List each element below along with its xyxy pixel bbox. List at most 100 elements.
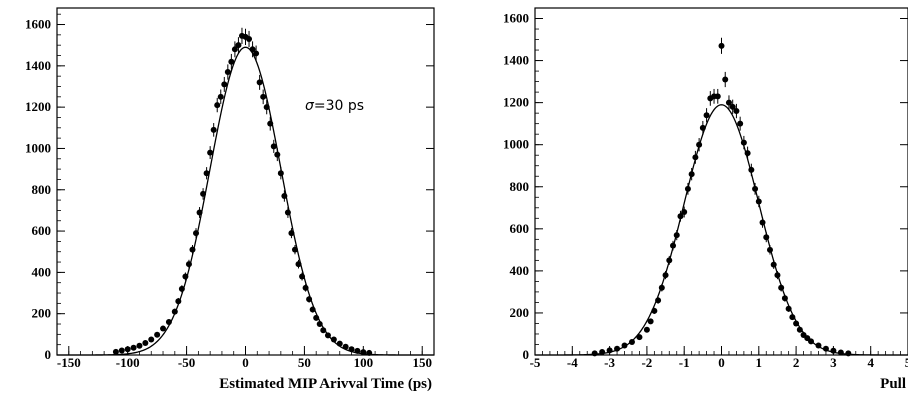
data-point: [781, 295, 788, 302]
data-point: [822, 345, 829, 352]
data-point: [193, 230, 200, 237]
y-tick-label: 1200: [25, 99, 51, 114]
y-tick-label: 800: [510, 179, 530, 194]
data-point: [748, 166, 755, 173]
data-point: [291, 246, 298, 253]
data-point: [112, 348, 119, 355]
x-tick-label: 100: [354, 355, 374, 370]
data-point: [696, 141, 703, 148]
data-point: [342, 343, 349, 350]
x-tick-label: 5: [905, 355, 908, 370]
data-point: [599, 349, 606, 356]
data-point: [740, 139, 747, 146]
x-tick-label: 50: [298, 355, 311, 370]
x-tick-label: -3: [604, 355, 615, 370]
right-panel: 0 200 400 600 800 1000 1200 1400 1600 -5 -4 -3 -2 -1 0…: [503, 7, 908, 392]
x-tick-label: 1: [756, 355, 763, 370]
data-point: [288, 230, 295, 237]
data-point: [670, 242, 677, 249]
data-point: [808, 338, 815, 345]
data-point: [677, 213, 684, 220]
data-point: [703, 112, 710, 119]
data-point: [658, 284, 665, 291]
x-tick-label: -50: [178, 355, 195, 370]
x-tick-label: -5: [530, 355, 541, 370]
data-point: [203, 170, 210, 177]
data-point: [324, 332, 331, 339]
sigma-symbol: σ: [305, 98, 315, 114]
data-point: [302, 284, 309, 291]
data-point: [770, 261, 777, 268]
data-point: [796, 326, 803, 333]
x-tick-label: 150: [412, 355, 432, 370]
data-point: [774, 272, 781, 279]
data-point: [274, 151, 281, 158]
x-tick-label: -150: [57, 355, 81, 370]
y-tick-label: 0: [523, 347, 530, 362]
data-point: [309, 306, 316, 313]
y-tick-label: 0: [45, 347, 52, 362]
data-point: [224, 69, 231, 76]
data-point: [160, 325, 167, 332]
data-point: [207, 149, 214, 156]
y-tick-label: 600: [32, 223, 52, 238]
data-point: [699, 124, 706, 131]
y-tick-label: 200: [510, 305, 530, 320]
data-point: [789, 314, 796, 321]
data-point: [267, 120, 274, 127]
data-point: [130, 344, 137, 351]
data-point: [306, 296, 313, 303]
data-point: [171, 308, 178, 315]
data-point: [606, 347, 613, 354]
data-point: [360, 349, 367, 356]
data-point: [673, 232, 680, 239]
data-point: [228, 58, 235, 65]
data-point: [737, 120, 744, 127]
sigma-value: =30 ps: [314, 98, 364, 114]
data-point: [246, 35, 253, 42]
data-point: [235, 42, 242, 49]
y-tick-label: 1000: [503, 137, 529, 152]
y-tick-label: 1400: [25, 58, 51, 73]
data-point: [778, 284, 785, 291]
x-tick-label: 0: [718, 355, 725, 370]
data-point: [214, 102, 221, 109]
y-tick-label: 200: [32, 306, 52, 321]
data-point: [178, 285, 185, 292]
data-point: [316, 321, 323, 328]
data-point: [124, 346, 131, 353]
data-point: [221, 81, 228, 88]
data-point: [681, 208, 688, 215]
data-point: [299, 273, 306, 280]
plot-frame: [56, 7, 435, 356]
data-point: [684, 185, 691, 192]
data-point: [263, 104, 270, 111]
data-point: [636, 334, 643, 341]
data-point: [354, 347, 361, 354]
data-point: [148, 336, 155, 343]
data-point: [196, 209, 203, 216]
data-point: [284, 209, 291, 216]
x-tick-label: -4: [567, 355, 578, 370]
data-point: [165, 318, 172, 325]
data-point: [249, 46, 256, 53]
data-point: [647, 318, 654, 325]
data-point: [837, 349, 844, 356]
x-tick-label: 0: [242, 355, 249, 370]
x-axis-title: Pull: [880, 376, 906, 392]
data-point: [295, 261, 302, 268]
x-tick-label: 3: [830, 355, 837, 370]
data-point: [733, 108, 740, 115]
data-point: [725, 99, 732, 106]
x-tick-label: -1: [679, 355, 690, 370]
y-tick-label: 1000: [25, 140, 51, 155]
data-point: [643, 326, 650, 333]
data-point: [830, 347, 837, 354]
data-point: [763, 234, 770, 241]
data-point: [614, 345, 621, 352]
y-tick-label: 800: [32, 182, 52, 197]
data-point: [766, 246, 773, 253]
data-point: [210, 126, 217, 133]
data-point: [666, 257, 673, 264]
